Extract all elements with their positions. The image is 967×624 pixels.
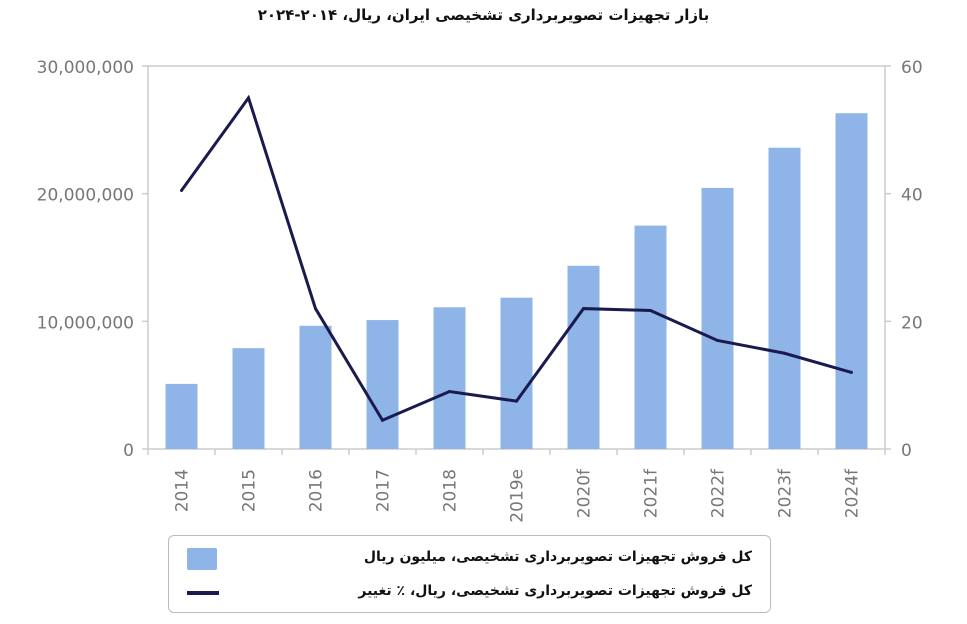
- legend-label-line: کل فروش تجهیزات تصویربرداری تشخیصی، ریال…: [358, 583, 752, 599]
- bar-2023f: [768, 147, 801, 449]
- bar-2021f: [634, 225, 667, 449]
- x-tick-label: 2016: [307, 469, 327, 512]
- legend-item-bars: کل فروش تجهیزات تصویربرداری تشخیصی، میلی…: [169, 544, 770, 574]
- x-tick-label: 2017: [374, 469, 394, 512]
- line-point-2015: [247, 96, 250, 100]
- line-point-2023f: [783, 351, 786, 355]
- x-tick-label: 2020f: [575, 468, 595, 518]
- line-point-2016: [314, 307, 317, 311]
- x-tick-label: 2024f: [843, 468, 863, 518]
- line-point-2022f: [716, 338, 719, 342]
- x-tick-label: 2014: [173, 469, 193, 512]
- y-left-tick-label: 10,000,000: [37, 313, 134, 333]
- y-right-tick-label: 40: [901, 186, 923, 206]
- line-point-2020f: [582, 307, 585, 311]
- line-point-2024f: [850, 370, 853, 374]
- bar-2024f: [835, 113, 868, 449]
- bar-2019e: [500, 297, 533, 449]
- bar-2016: [299, 325, 332, 449]
- x-tick-label: 2015: [240, 469, 260, 512]
- x-tick-label: 2023f: [776, 468, 796, 518]
- y-right-tick-label: 60: [901, 58, 923, 78]
- bar-2017: [366, 320, 399, 449]
- legend: کل فروش تجهیزات تصویربرداری تشخیصی، میلی…: [168, 535, 771, 613]
- legend-swatch-bar: [187, 548, 217, 570]
- bar-2015: [232, 348, 265, 449]
- line-point-2018: [448, 390, 451, 394]
- line-point-2014: [180, 188, 183, 192]
- y-left-tick-label: 0: [123, 441, 134, 461]
- y-right-tick-label: 0: [901, 441, 912, 461]
- bar-2014: [165, 383, 198, 449]
- x-tick-label: 2019e: [508, 469, 528, 523]
- x-tick-label: 2022f: [709, 468, 729, 518]
- legend-label-bars: کل فروش تجهیزات تصویربرداری تشخیصی، میلی…: [363, 549, 752, 565]
- line-point-2019e: [515, 399, 518, 403]
- y-right-tick-label: 20: [901, 313, 923, 333]
- bar-2020f: [567, 265, 600, 449]
- y-left-tick-label: 20,000,000: [37, 186, 134, 206]
- line-point-2021f: [649, 308, 652, 312]
- bar-2018: [433, 307, 466, 449]
- chart-title: بازار تجهیزات تصویربرداری تشخیصی ایران، …: [257, 6, 710, 24]
- bar-2022f: [701, 187, 734, 449]
- chart-area: 0 10,000,000 20,000,000 30,000,000 0 20 40 60 20…: [37, 58, 923, 523]
- line-point-2017: [381, 418, 384, 422]
- legend-swatch-line: [187, 591, 219, 595]
- legend-item-line: کل فروش تجهیزات تصویربرداری تشخیصی، ریال…: [169, 578, 770, 608]
- x-tick-label: 2018: [441, 469, 461, 512]
- x-tick-label: 2021f: [642, 468, 662, 518]
- y-left-tick-label: 30,000,000: [37, 58, 134, 78]
